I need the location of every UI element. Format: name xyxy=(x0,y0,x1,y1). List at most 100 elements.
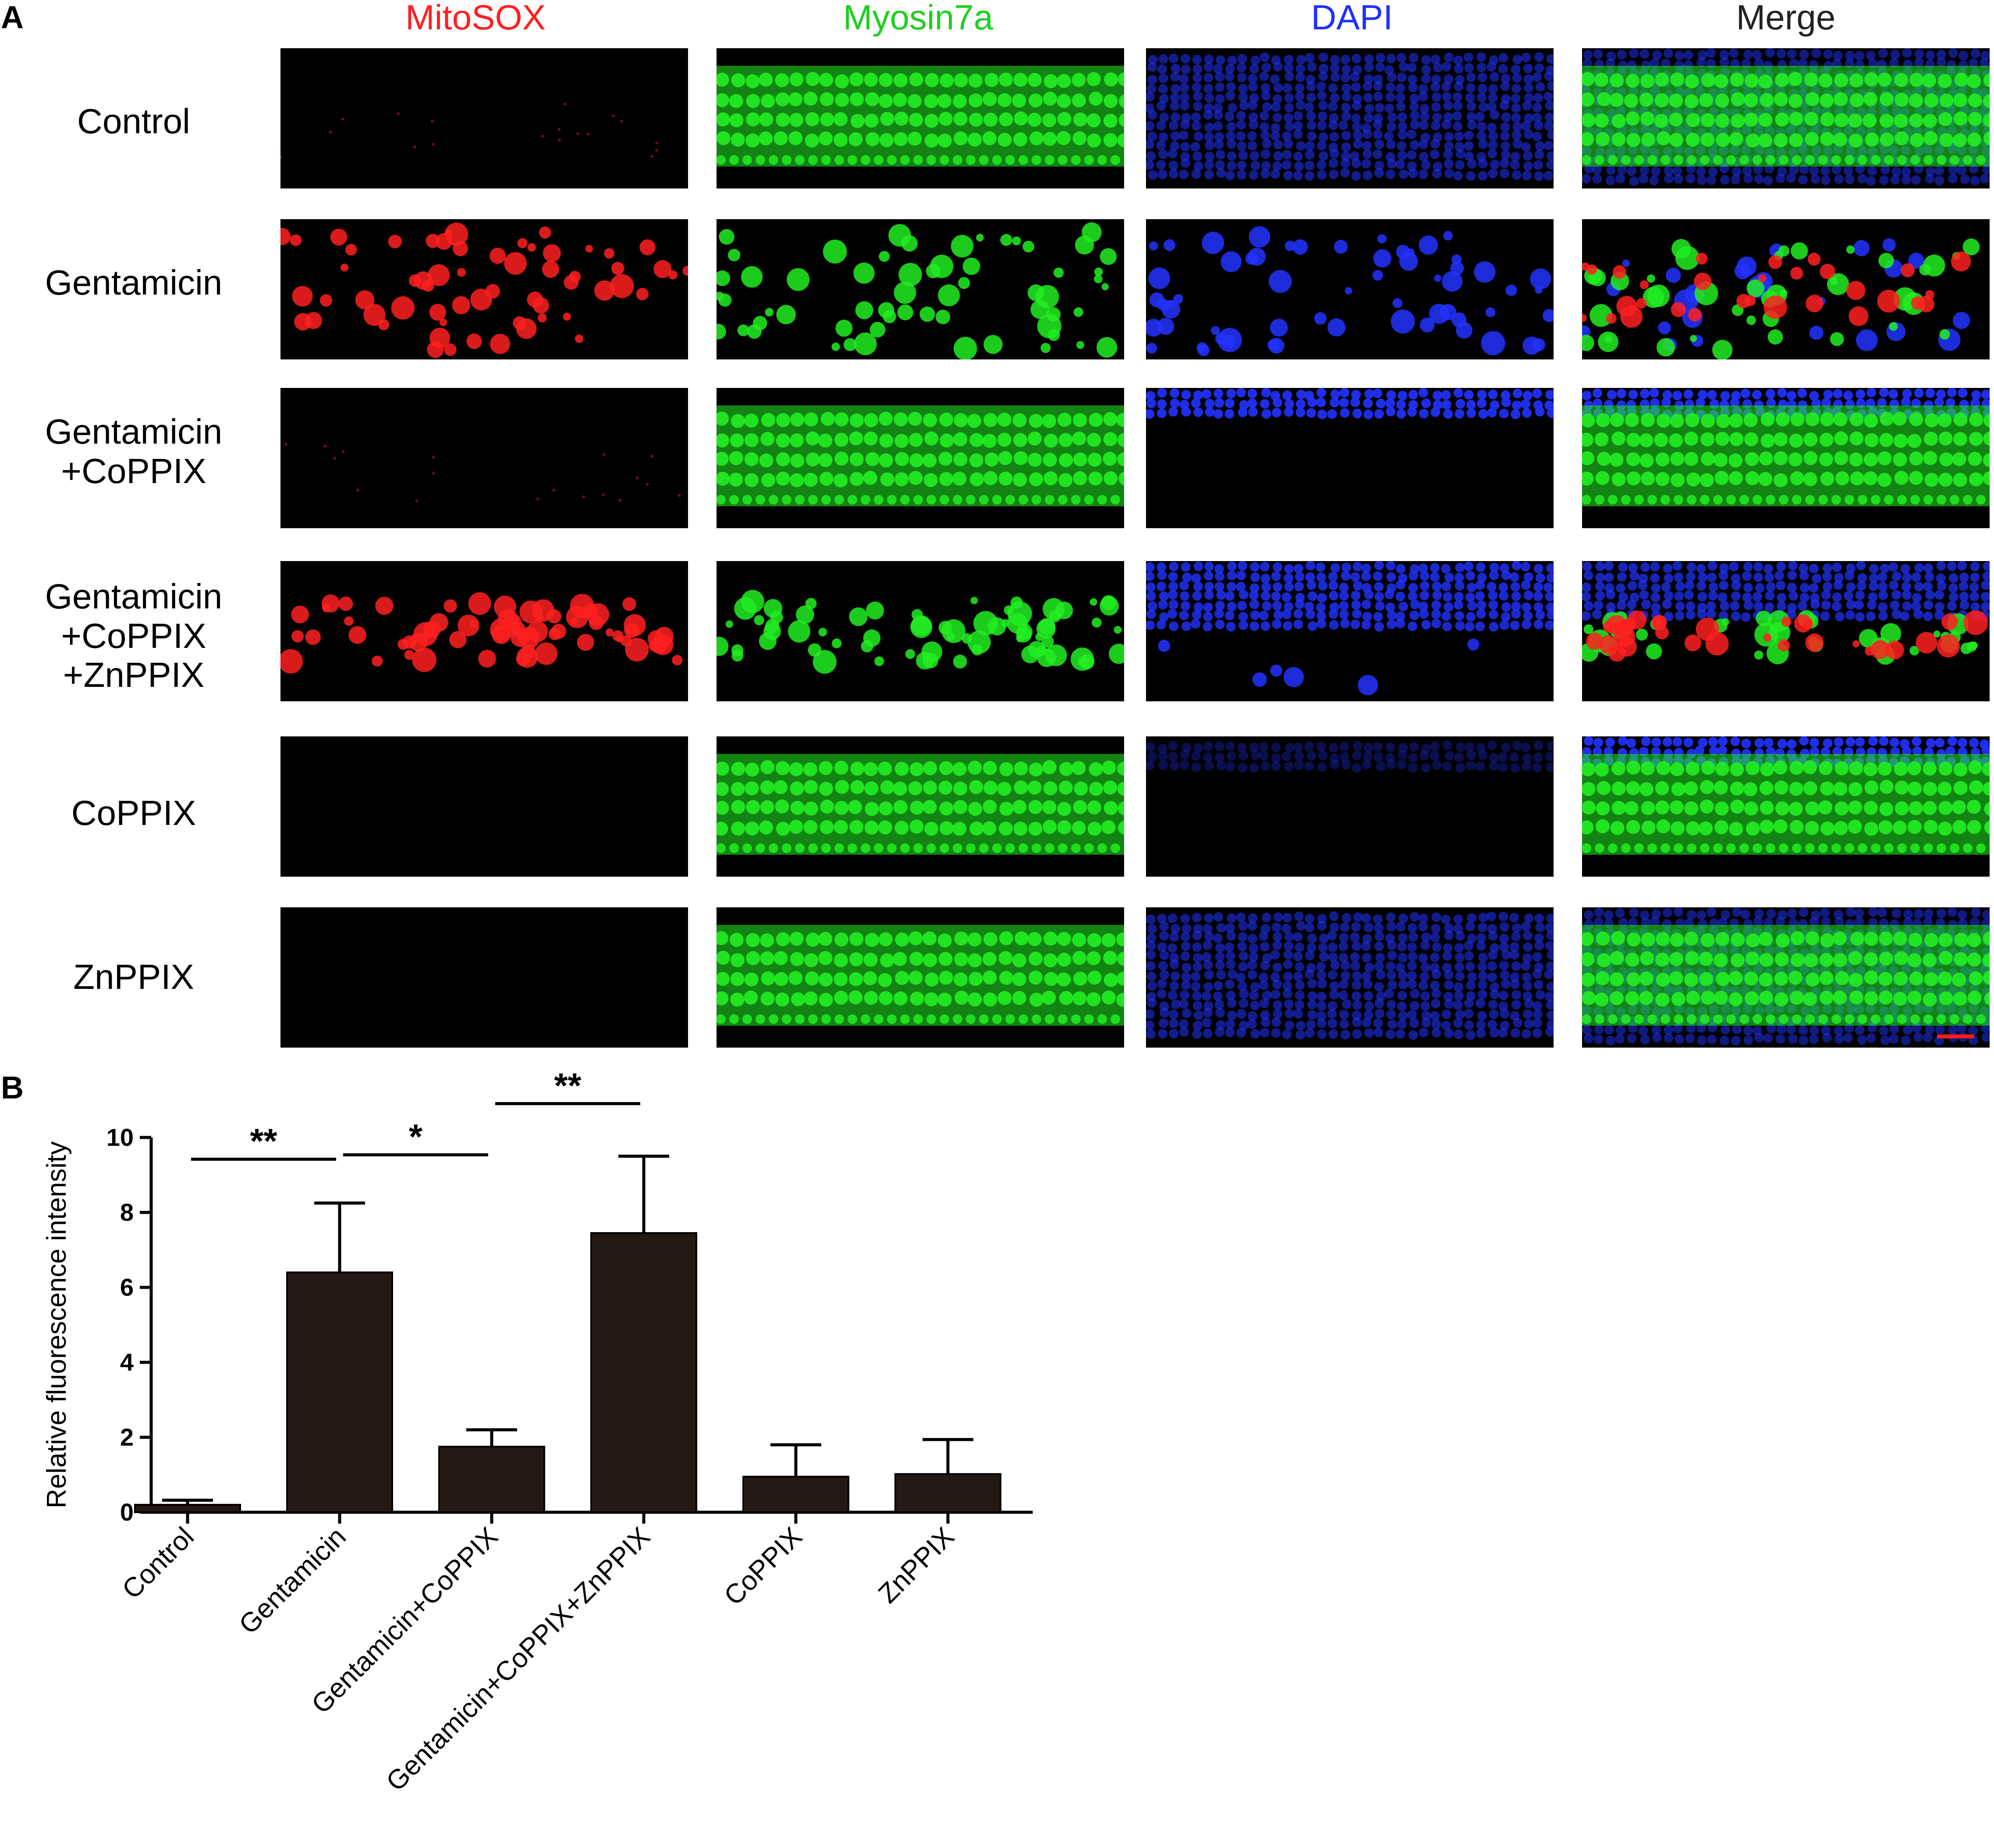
cell-mark xyxy=(1533,740,1543,750)
cell-mark xyxy=(1316,619,1327,629)
cell-mark xyxy=(1752,390,1762,400)
cell-mark xyxy=(1582,782,1596,796)
cell-mark xyxy=(1660,843,1670,853)
cell-mark xyxy=(1822,1033,1832,1043)
cell-mark xyxy=(1939,133,1954,147)
cell-mark xyxy=(1753,155,1762,165)
cell-mark xyxy=(1395,580,1405,590)
cell-mark xyxy=(1027,780,1042,795)
cell-mark xyxy=(1501,390,1511,400)
cell-mark xyxy=(1072,821,1086,835)
cell-mark xyxy=(1146,761,1155,771)
cell-mark xyxy=(1890,50,1900,60)
cell-mark xyxy=(1533,160,1543,170)
cell-mark xyxy=(756,495,765,505)
cell-mark xyxy=(894,111,908,126)
cell-mark xyxy=(1787,602,1797,612)
cell-mark xyxy=(834,820,848,834)
cell-mark xyxy=(1213,64,1223,74)
cell-mark xyxy=(1685,132,1700,147)
cell-mark xyxy=(431,120,434,123)
cell-mark xyxy=(926,495,936,505)
cell-mark xyxy=(1192,64,1203,74)
cell-mark xyxy=(1305,1028,1315,1038)
cell-mark xyxy=(1272,94,1282,104)
cell-mark xyxy=(1765,48,1775,58)
cell-mark xyxy=(1455,611,1465,621)
cell-mark xyxy=(1361,620,1371,630)
cell-mark xyxy=(1546,1010,1554,1020)
cell-mark xyxy=(1341,64,1351,75)
cell-mark xyxy=(1670,800,1684,814)
cell-mark xyxy=(682,266,688,276)
cell-mark xyxy=(1953,992,1967,1006)
cell-mark xyxy=(1634,495,1644,505)
cell-mark xyxy=(1608,1014,1618,1024)
cell-mark xyxy=(1295,91,1305,101)
cell-mark xyxy=(1464,951,1474,961)
cell-mark xyxy=(1834,572,1844,583)
cell-mark xyxy=(1407,971,1417,981)
cell-mark xyxy=(1430,563,1440,573)
cell-mark xyxy=(745,781,759,796)
cell-mark xyxy=(1685,580,1695,590)
cell-mark xyxy=(1171,999,1181,1009)
cell-mark xyxy=(1967,800,1981,814)
cell-mark xyxy=(1158,149,1168,160)
cell-mark xyxy=(1361,571,1371,581)
cell-mark xyxy=(1158,132,1168,142)
cell-mark xyxy=(1938,821,1952,836)
cell-mark xyxy=(717,434,729,448)
cell-mark xyxy=(1731,591,1741,601)
cell-mark xyxy=(1159,112,1169,122)
cell-mark xyxy=(1907,953,1922,967)
cell-mark xyxy=(997,433,1011,447)
cell-mark xyxy=(1489,570,1499,580)
cell-mark xyxy=(1524,913,1534,923)
cell-mark xyxy=(1962,238,1980,256)
cell-mark xyxy=(1374,982,1384,992)
cell-mark xyxy=(1922,73,1937,88)
cell-mark xyxy=(1639,433,1653,448)
cell-mark xyxy=(1467,601,1477,611)
cell-mark xyxy=(1014,761,1028,776)
cell-mark xyxy=(1499,620,1509,630)
cell-mark xyxy=(1610,991,1624,1006)
cell-mark xyxy=(1592,174,1602,184)
cell-mark xyxy=(1362,170,1373,180)
cell-mark xyxy=(1338,990,1348,1000)
cell-mark xyxy=(1339,398,1349,408)
cell-mark xyxy=(1214,752,1224,762)
cell-mark xyxy=(1170,92,1180,103)
cell-mark xyxy=(1544,112,1554,122)
cell-mark xyxy=(1294,911,1304,921)
cell-mark xyxy=(1498,763,1508,773)
cell-mark xyxy=(1430,54,1441,64)
cell-mark xyxy=(1684,801,1699,816)
cell-mark xyxy=(1626,133,1641,147)
cell-mark xyxy=(1639,453,1654,468)
cell-mark xyxy=(1533,753,1543,763)
cell-mark xyxy=(1754,650,1763,660)
cell-mark xyxy=(880,780,894,795)
cell-mark xyxy=(1868,592,1878,602)
cell-mark xyxy=(1650,573,1660,583)
cell-mark xyxy=(1834,92,1848,107)
cell-mark xyxy=(1805,92,1820,107)
cell-mark xyxy=(1789,165,1799,175)
cell-mark xyxy=(1146,84,1157,94)
cell-mark xyxy=(1524,83,1534,93)
cell-mark xyxy=(983,335,1003,354)
cell-mark xyxy=(1902,581,1911,591)
cell-mark xyxy=(280,228,291,245)
cell-mark xyxy=(1260,122,1270,132)
cell-mark xyxy=(1350,572,1360,582)
cell-mark xyxy=(1664,48,1674,58)
cell-mark xyxy=(1296,55,1306,65)
cell-mark xyxy=(823,239,847,264)
cell-mark xyxy=(1249,990,1259,1000)
cell-mark xyxy=(1249,763,1259,773)
cell-mark xyxy=(1788,561,1798,571)
cell-mark xyxy=(864,413,878,427)
cell-mark xyxy=(428,264,450,286)
